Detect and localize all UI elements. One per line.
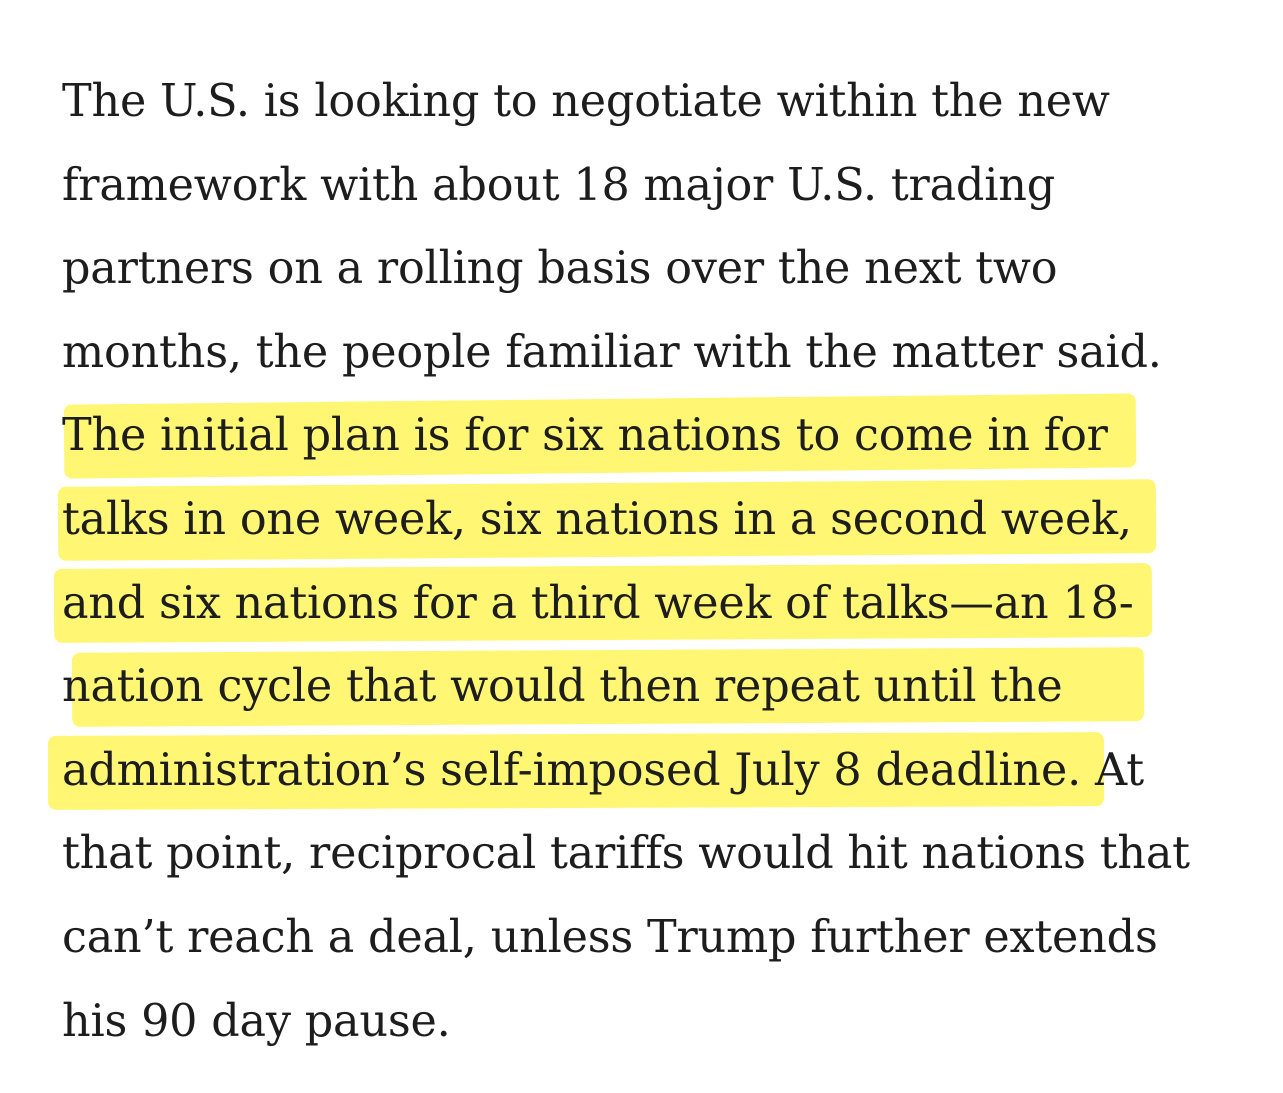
highlighted-line: talks in one week, six nations in a seco…: [57, 478, 1262, 562]
paragraph-line: months, the people familiar with the mat…: [62, 311, 1262, 395]
paragraph-line-text: The U.S. is looking to negotiate within …: [62, 76, 1110, 127]
paragraph-line: his 90 day pause.: [62, 980, 1262, 1064]
highlighted-line: nation cycle that would then repeat unti…: [62, 645, 1262, 729]
paragraph-line-text: nation cycle that would then repeat unti…: [62, 661, 1063, 713]
highlighted-line: administration’s self-imposed July 8 dea…: [47, 729, 1262, 813]
paragraph-line-text: The initial plan is for six nations to c…: [62, 410, 1108, 462]
paragraph-line-text: his 90 day pause.: [62, 995, 451, 1047]
paragraph-line: can’t reach a deal, unless Trump further…: [62, 896, 1262, 980]
highlighted-line: and six nations for a third week of talk…: [53, 562, 1262, 646]
paragraph-line: The U.S. is looking to negotiate within …: [62, 60, 1262, 144]
paragraph-line-text: administration’s self-imposed July 8 dea…: [62, 745, 1144, 796]
paragraph-line-text: can’t reach a deal, unless Trump further…: [62, 911, 1158, 963]
paragraph-line-text: and six nations for a third week of talk…: [62, 577, 1134, 629]
highlighted-line: The initial plan is for six nations to c…: [62, 393, 1262, 479]
paragraph-line-text: framework with about 18 major U.S. tradi…: [62, 159, 1055, 211]
highlighted-segment: administration’s self-imposed July 8 dea…: [62, 744, 1068, 796]
paragraph-line: framework with about 18 major U.S. tradi…: [62, 144, 1262, 228]
paragraph-line: that point, reciprocal tariffs would hit…: [62, 812, 1262, 896]
paragraph-line-text: months, the people familiar with the mat…: [62, 326, 1162, 378]
paragraph-line: partners on a rolling basis over the nex…: [62, 227, 1262, 311]
unhighlighted-segment: . At: [1067, 744, 1144, 796]
paragraph-line-text: talks in one week, six nations in a seco…: [62, 493, 1132, 545]
article-paragraph: The U.S. is looking to negotiate within …: [47, 60, 1262, 1064]
paragraph-line-text: that point, reciprocal tariffs would hit…: [62, 828, 1190, 880]
paragraph-line-text: partners on a rolling basis over the nex…: [62, 243, 1058, 295]
